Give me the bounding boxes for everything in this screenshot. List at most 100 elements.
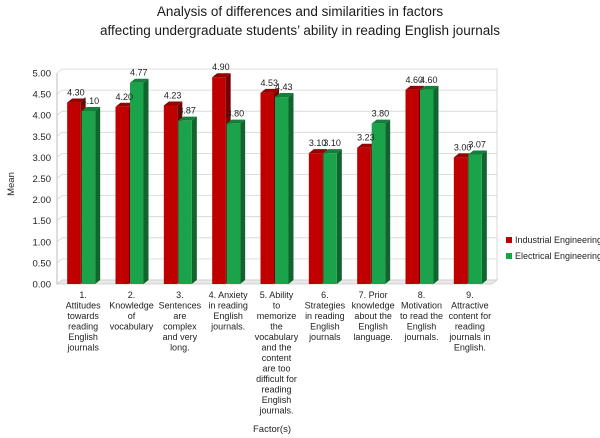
x-category-line: are too (262, 364, 290, 374)
y-tick-label: 0.00 (33, 280, 52, 291)
bar-front (260, 92, 274, 284)
data-label: 4.90 (212, 62, 230, 72)
x-category-line: 8. (418, 290, 426, 300)
bar-top (130, 78, 149, 83)
chart-title-line: Analysis of differences and similarities… (157, 4, 444, 19)
bar (275, 93, 294, 284)
x-category-line: 5. Ability (260, 290, 294, 300)
x-category-line: and the (261, 343, 291, 353)
bar-front (420, 89, 434, 284)
data-label: 4.60 (405, 75, 423, 85)
data-label: 4.10 (82, 96, 100, 106)
x-category-line: and very (163, 332, 198, 342)
bars (67, 73, 487, 285)
x-category-label: 2. Knowledge of vocabulary (109, 290, 154, 332)
bar-top (178, 116, 197, 121)
x-category-line: English (358, 322, 388, 332)
data-label: 3.23 (357, 133, 375, 143)
bar-top (371, 119, 391, 124)
x-category-line: content (262, 353, 292, 363)
x-category-line: to (273, 301, 281, 311)
x-category-line: 2. (128, 290, 136, 300)
legend-label: Industrial Engineering (515, 235, 600, 245)
bar-front (163, 105, 178, 284)
gridline (56, 237, 497, 243)
bar-top (163, 101, 183, 106)
x-category-line: English (213, 311, 243, 321)
bar-top (212, 73, 231, 78)
bar-front (226, 123, 241, 284)
bar-top (275, 93, 294, 98)
x-category-line: knowledge (352, 301, 395, 311)
bar (420, 85, 439, 284)
data-label: 3.10 (323, 138, 341, 148)
bar-top (420, 85, 439, 90)
bar-side (385, 119, 391, 284)
y-tick-label: 2.50 (33, 174, 52, 185)
x-category-line: reading (261, 385, 291, 395)
data-label: 4.77 (130, 68, 148, 78)
x-category-line: journals in (448, 332, 490, 342)
x-category-line: about the (354, 311, 392, 321)
x-category-line: language. (353, 332, 393, 342)
bar-front (81, 110, 96, 284)
x-category-line: 9. (466, 290, 474, 300)
legend-swatch (506, 237, 512, 243)
bar-front (67, 102, 81, 284)
x-category-line: 3. (176, 290, 184, 300)
bar-side (481, 150, 487, 284)
bar-front (371, 123, 386, 284)
data-label: 4.43 (275, 82, 293, 92)
x-category-label: 3. Sentences are complex and very long. (159, 290, 202, 353)
bar-front (115, 106, 129, 284)
bar (371, 119, 391, 284)
bar (468, 150, 487, 284)
bar-top (226, 119, 246, 124)
legend-item: Industrial Engineering (506, 235, 600, 245)
x-category-line: reading (68, 322, 98, 332)
bar-front (308, 153, 323, 284)
y-tick-label: 4.50 (33, 90, 52, 101)
data-label: 4.53 (260, 78, 278, 88)
x-category-line: the (270, 322, 283, 332)
data-label: 3.80 (227, 109, 245, 119)
bar-top (67, 98, 86, 103)
x-category-label: 1. Attitudes towards reading English journals (66, 290, 102, 353)
data-label: 4.60 (420, 75, 438, 85)
y-axis-title: Mean (6, 172, 17, 196)
x-category-line: difficult for (256, 374, 297, 384)
x-category-line: 1. (79, 290, 87, 300)
data-label: 3.07 (468, 139, 486, 149)
bar-top (453, 153, 473, 158)
bar-side (288, 93, 294, 284)
bar-side (240, 119, 246, 284)
x-category-line: journals. (210, 322, 245, 332)
x-category-line: journals (66, 343, 99, 353)
data-label: 3.80 (372, 109, 390, 119)
bar-top (405, 85, 424, 90)
x-category-line: of (128, 311, 136, 321)
bar-front (130, 82, 144, 285)
bar-front (212, 77, 226, 284)
bar-side (336, 149, 342, 284)
data-label: 3.00 (454, 142, 472, 152)
x-category-line: complex (163, 322, 197, 332)
legend-label: Electrical Engineering (515, 251, 600, 261)
x-category-line: Strategies (305, 301, 346, 311)
x-category-line: vocabulary (110, 322, 154, 332)
gridlines (56, 68, 497, 285)
bar-front (468, 154, 482, 284)
x-category-label: 8. Motivation to read the English journals. (400, 290, 443, 342)
data-label: 3.87 (178, 106, 196, 116)
bar-front (178, 120, 192, 284)
bar-side (191, 116, 197, 284)
x-category-line: 4. Anxiety (209, 290, 249, 300)
x-category-line: English (68, 332, 98, 342)
x-category-line: journals. (258, 406, 293, 416)
data-label: 4.23 (164, 90, 182, 100)
bar (81, 106, 101, 284)
bar (130, 78, 149, 285)
gridline (56, 110, 497, 116)
x-category-label: 6. Strategies in reading English journals (305, 290, 346, 342)
